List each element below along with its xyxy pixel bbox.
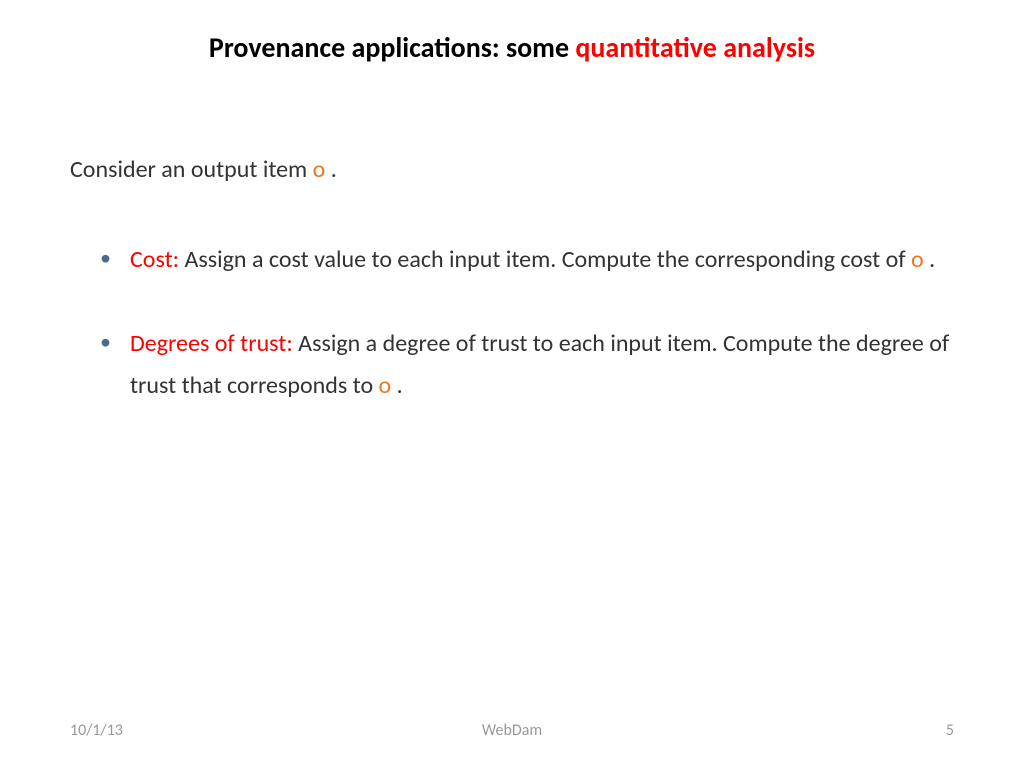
bullet-text-after: . bbox=[391, 371, 402, 400]
footer-page-number: 5 bbox=[946, 721, 954, 740]
bullet-item-cost: Cost: Assign a cost value to each input … bbox=[100, 239, 954, 281]
bullet-item-trust: Degrees of trust: Assign a degree of tru… bbox=[100, 323, 954, 407]
intro-suffix: . bbox=[325, 155, 336, 184]
intro-text: Consider an output item o . bbox=[70, 155, 954, 184]
footer-center: WebDam bbox=[482, 721, 542, 740]
title-prefix: Provenance applications: some bbox=[209, 30, 575, 65]
slide-title: Provenance applications: some quantitati… bbox=[70, 30, 954, 65]
bullet-symbol: o bbox=[379, 371, 392, 400]
title-highlight: quantitative analysis bbox=[575, 30, 815, 65]
bullet-symbol: o bbox=[911, 245, 924, 274]
intro-prefix: Consider an output item bbox=[70, 155, 313, 184]
bullet-text-before: Assign a cost value to each input item. … bbox=[179, 245, 911, 274]
footer-date: 10/1/13 bbox=[70, 721, 123, 740]
bullet-label: Cost: bbox=[130, 245, 179, 274]
slide-container: Provenance applications: some quantitati… bbox=[0, 0, 1024, 768]
bullet-text-after: . bbox=[924, 245, 935, 274]
bullet-list: Cost: Assign a cost value to each input … bbox=[70, 239, 954, 407]
slide-footer: 10/1/13 WebDam 5 bbox=[0, 721, 1024, 740]
intro-symbol: o bbox=[313, 155, 326, 184]
bullet-label: Degrees of trust: bbox=[130, 329, 293, 358]
